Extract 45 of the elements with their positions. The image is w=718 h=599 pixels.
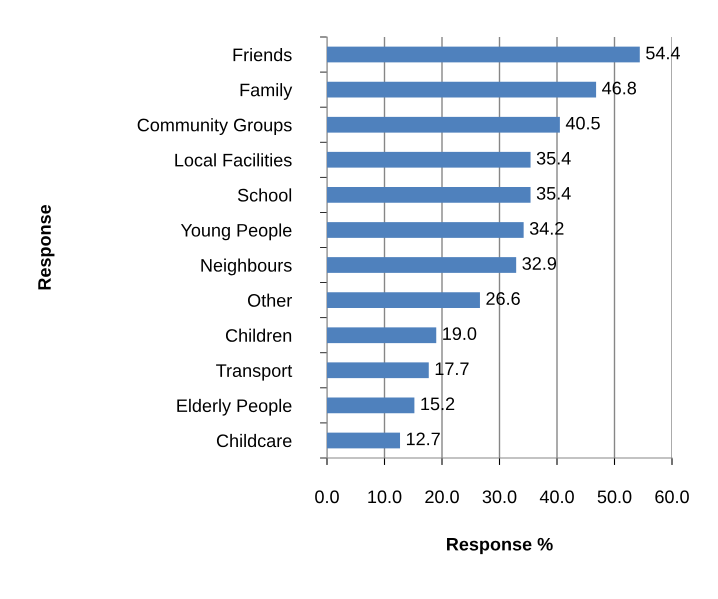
bar: [327, 222, 524, 238]
bar: [327, 362, 429, 378]
bar: [327, 257, 516, 273]
x-tick-label: 60.0: [655, 490, 689, 504]
bar: [327, 186, 531, 203]
y-tick-label: Children: [226, 328, 292, 342]
x-tick-label: 30.0: [482, 490, 516, 504]
data-label: 15.2: [421, 397, 454, 410]
data-label: 12.7: [406, 432, 440, 446]
data-label: 34.2: [530, 222, 564, 235]
bar: [327, 432, 400, 448]
data-label: 35.4: [536, 152, 571, 165]
x-tick-label: 40.0: [540, 490, 574, 504]
x-tick-label: 50.0: [598, 490, 632, 504]
y-tick-label: Community Groups: [138, 118, 292, 135]
y-tick-label: Friends: [234, 48, 292, 62]
data-label: 40.5: [566, 116, 600, 130]
x-tick-label: 0.0: [315, 490, 339, 504]
data-label: 32.9: [522, 257, 556, 270]
y-tick-label: Family: [240, 83, 292, 100]
y-tick-label: Young People: [180, 223, 292, 240]
x-tick-label: 20.0: [425, 490, 459, 504]
bar: [327, 327, 436, 344]
data-label: 54.4: [646, 46, 680, 60]
x-tick-label: 10.0: [368, 490, 402, 504]
data-label: 17.7: [436, 362, 469, 375]
data-label: 46.8: [602, 82, 636, 94]
y-tick-label: School: [238, 188, 292, 202]
data-label: 19.0: [443, 327, 476, 340]
bar: [327, 397, 414, 414]
y-tick-label: Transport: [216, 364, 292, 381]
bar: [327, 152, 531, 168]
bar: [327, 46, 640, 62]
x-axis-title: Response %: [447, 538, 553, 554]
data-label: 26.6: [486, 292, 520, 305]
y-tick-label: Elderly People: [177, 398, 292, 416]
bar: [327, 116, 560, 133]
y-tick-label: Childcare: [216, 434, 292, 448]
bar: [327, 82, 596, 98]
y-tick-label: Neighbours: [201, 258, 292, 276]
bar: [327, 292, 480, 308]
data-label: 35.4: [536, 186, 571, 200]
y-tick-label: Local Facilities: [175, 153, 292, 167]
y-tick-label: Other: [248, 294, 292, 307]
y-axis-title: Response: [38, 204, 54, 290]
